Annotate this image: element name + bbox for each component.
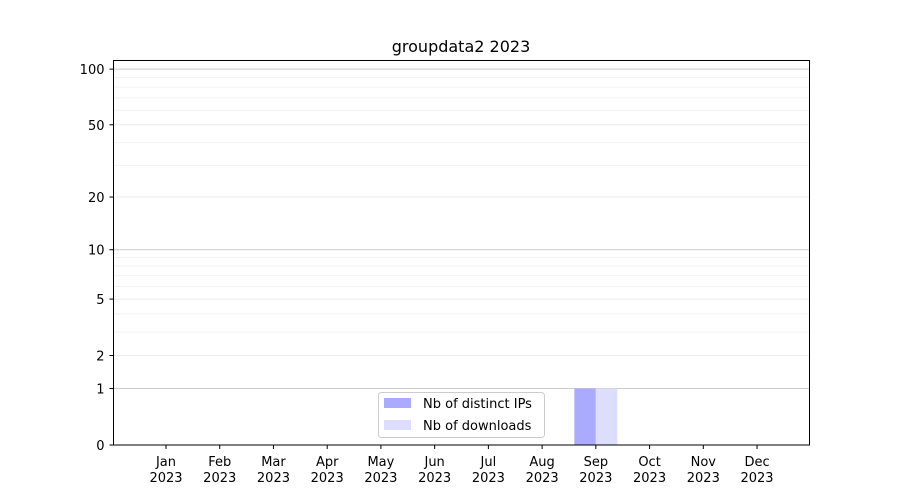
x-tick-label: Apr 2023 (311, 455, 344, 486)
legend-frame (378, 392, 545, 438)
y-tick-label: 5 (96, 293, 104, 308)
x-axis: Jan 2023 Feb 2023 Mar 2023 Apr 2023 May 2023 Jun 20… (149, 445, 774, 486)
y-tick-label: 2 (96, 350, 104, 365)
x-tick-label: Jun 2023 (418, 455, 451, 486)
chart-title: groupdata2 2023 (392, 37, 531, 56)
y-axis: 0 1 2 5 10 20 50 100 (80, 63, 114, 454)
x-tick-label: Mar 2023 (257, 455, 290, 486)
x-tick-label: Sep 2023 (579, 455, 612, 486)
legend: Nb of distinct IPs Nb of downloads (378, 392, 545, 438)
x-tick-label: Jul 2023 (472, 455, 505, 486)
legend-label-distinct-ips: Nb of distinct IPs (423, 397, 532, 412)
y-tick-label: 0 (96, 439, 104, 454)
x-tick-label: Dec 2023 (740, 455, 773, 486)
legend-label-downloads: Nb of downloads (423, 419, 532, 434)
x-tick-label: Oct 2023 (633, 455, 666, 486)
x-tick-label: Feb 2023 (203, 455, 236, 486)
y-tick-label: 1 (96, 383, 104, 398)
y-tick-label: 10 (88, 244, 105, 259)
legend-swatch-distinct-ips (384, 398, 411, 408)
y-tick-label: 20 (88, 191, 105, 206)
y-tick-label: 50 (88, 119, 105, 134)
x-tick-label: Jan 2023 (149, 455, 182, 486)
y-tick-label: 100 (80, 63, 105, 78)
bar (595, 388, 618, 445)
x-tick-label: Aug 2023 (526, 455, 559, 486)
bars (574, 388, 618, 445)
bar (574, 388, 596, 445)
plot-frame (113, 60, 810, 446)
x-tick-label: May 2023 (364, 455, 397, 486)
x-tick-label: Nov 2023 (687, 455, 720, 486)
legend-swatch-downloads (384, 420, 411, 430)
grid (113, 68, 810, 446)
